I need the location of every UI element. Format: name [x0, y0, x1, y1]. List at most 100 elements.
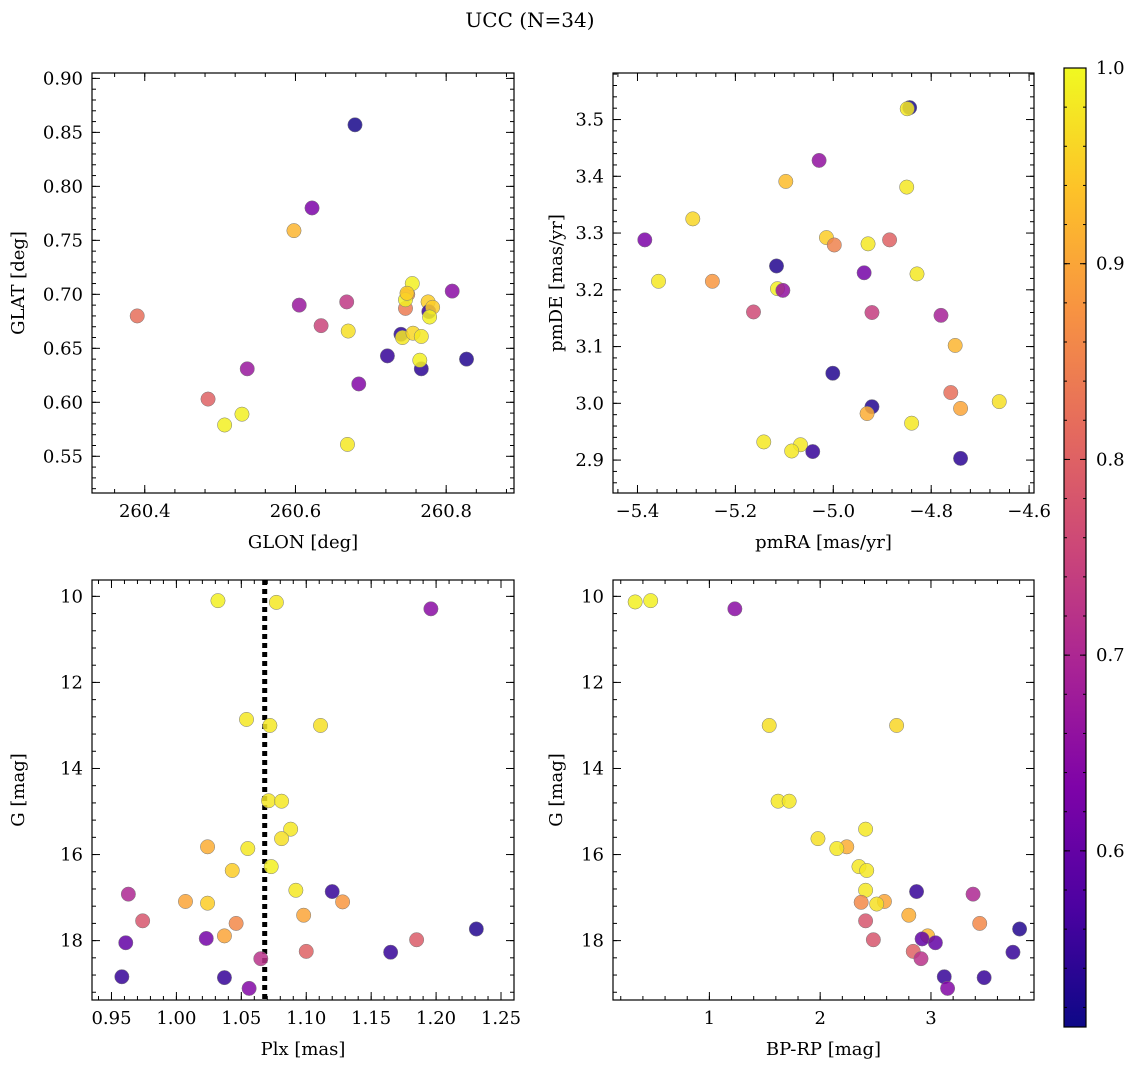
panels: 260.4 260.6 260.8 0.55 0.60 0.65 0.70 0.75 0.80 0…	[8, 68, 1051, 1060]
panel-2: −5.4 −5.2 −5.0 −4.8 −4.6 2.9 3.0 3.1 3.2 3.3 3.4 3.…	[546, 72, 1051, 553]
x-tick-label: 260.8	[420, 501, 472, 522]
data-point	[856, 265, 872, 281]
y-tick-label: 2.9	[575, 450, 604, 471]
data-point	[239, 711, 254, 727]
x-tick-label: 2	[814, 1008, 825, 1029]
x-tick-label: 3	[925, 1008, 936, 1029]
data-point	[685, 211, 701, 227]
colorbar-tick-label: 0.7	[1096, 645, 1125, 666]
colorbar: 0.6 0.7 0.8 0.9 1.0	[1063, 58, 1125, 1028]
data-point	[274, 793, 290, 809]
data-point	[261, 793, 277, 809]
data-point	[756, 434, 772, 450]
data-point	[291, 297, 307, 313]
data-point	[899, 101, 915, 117]
data-point	[129, 308, 145, 324]
data-point	[379, 348, 395, 364]
data-point	[288, 882, 304, 898]
y-tick-label: 0.55	[43, 446, 83, 467]
y-tick-label: 18	[60, 931, 83, 952]
data-point	[253, 951, 269, 967]
y-tick-label: 0.90	[43, 68, 83, 89]
y-tick-label: 14	[60, 758, 83, 779]
data-point	[241, 980, 257, 996]
x-tick-label: 0.95	[91, 1008, 131, 1029]
data-point	[899, 179, 915, 195]
data-point	[637, 232, 653, 248]
data-point	[853, 894, 869, 910]
data-point	[340, 323, 356, 339]
y-tick-label: 3.5	[575, 110, 604, 131]
data-point	[200, 839, 216, 855]
data-point	[859, 406, 875, 421]
data-point	[198, 931, 214, 946]
x-tick-label: −4.6	[1007, 501, 1051, 522]
data-point	[913, 951, 929, 967]
data-point	[217, 417, 233, 433]
data-point	[234, 406, 250, 422]
data-point	[805, 444, 821, 460]
data-point	[324, 884, 340, 900]
data-point	[643, 593, 659, 609]
x-tick-label: 1	[704, 1008, 715, 1029]
data-point	[909, 266, 925, 282]
scatter-points	[627, 593, 1028, 996]
y-tick-label: 14	[581, 758, 604, 779]
y-tick-label: 0.85	[43, 122, 83, 143]
data-point	[781, 793, 797, 809]
figure-title: UCC (N=34)	[465, 8, 594, 32]
data-point	[468, 921, 484, 937]
y-tick-label: 3.3	[575, 223, 604, 244]
data-point	[263, 859, 279, 875]
data-point	[859, 863, 875, 878]
data-point	[933, 307, 949, 323]
data-point	[216, 928, 232, 944]
data-point	[262, 718, 278, 733]
data-point	[651, 273, 666, 289]
data-point	[118, 935, 134, 951]
x-tick-label: 1.15	[351, 1008, 391, 1029]
data-point	[413, 328, 429, 344]
x-tick-label: 1.20	[416, 1008, 456, 1029]
x-tick-label: −5.0	[811, 501, 855, 522]
y-tick-label: 0.70	[43, 284, 83, 305]
y-axis-label: GLAT [deg]	[8, 231, 29, 335]
y-tick-label: 3.2	[575, 280, 604, 301]
data-point	[296, 907, 312, 923]
x-axis-label: GLON [deg]	[248, 532, 358, 553]
panel-1: 260.4 260.6 260.8 0.55 0.60 0.65 0.70 0.75 0.80 0…	[8, 68, 515, 553]
axes-frame	[91, 579, 515, 1001]
data-point	[313, 318, 329, 334]
data-point	[178, 894, 193, 909]
data-point	[825, 365, 841, 381]
colorbar-gradient	[1064, 68, 1086, 1027]
data-point	[313, 718, 328, 733]
data-point	[953, 400, 969, 416]
colorbar-tick-label: 0.8	[1096, 449, 1125, 470]
data-point	[953, 450, 969, 466]
data-point	[811, 152, 827, 168]
data-point	[901, 907, 917, 923]
data-point	[200, 391, 216, 407]
data-point	[991, 394, 1007, 410]
data-point	[746, 304, 761, 320]
data-point	[114, 969, 130, 985]
data-point	[240, 841, 256, 856]
x-tick-label: −5.2	[714, 501, 758, 522]
y-tick-label: 12	[60, 672, 83, 693]
data-point	[339, 294, 355, 310]
y-tick-label: 16	[60, 845, 83, 866]
colorbar-tick-label: 0.6	[1096, 841, 1125, 862]
scatter-points	[114, 593, 484, 996]
data-point	[860, 236, 876, 252]
axes-frame	[612, 579, 1035, 1001]
x-tick-label: 260.6	[270, 501, 322, 522]
data-point	[228, 915, 244, 931]
data-point	[383, 944, 399, 960]
scatter-points	[129, 117, 474, 452]
data-point	[940, 980, 956, 996]
data-point	[889, 718, 905, 733]
data-point	[135, 913, 151, 929]
y-tick-label: 10	[581, 586, 604, 607]
data-point	[947, 337, 963, 353]
